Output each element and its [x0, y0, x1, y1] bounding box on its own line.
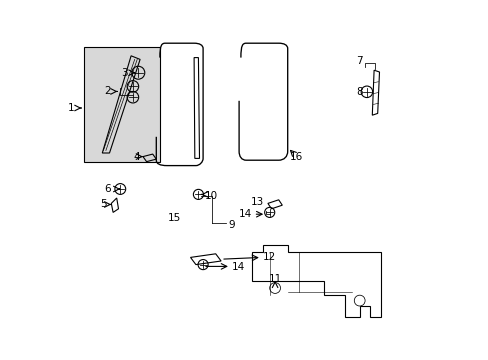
Text: 10: 10	[204, 191, 218, 201]
Text: 12: 12	[262, 252, 275, 262]
FancyBboxPatch shape	[84, 47, 160, 162]
Text: 9: 9	[228, 220, 234, 230]
Text: 16: 16	[289, 152, 302, 162]
Text: 7: 7	[356, 56, 362, 66]
Text: 6: 6	[104, 184, 110, 194]
Text: 5: 5	[100, 199, 107, 210]
Text: 14: 14	[231, 262, 244, 272]
Text: 11: 11	[268, 274, 281, 284]
Text: 14: 14	[238, 209, 251, 219]
Text: 1: 1	[68, 103, 75, 113]
Text: 8: 8	[356, 87, 362, 97]
Text: 15: 15	[167, 213, 181, 223]
Text: 3: 3	[121, 68, 127, 78]
Text: 13: 13	[250, 197, 264, 207]
Text: 4: 4	[133, 152, 140, 162]
Text: 2: 2	[104, 86, 110, 96]
